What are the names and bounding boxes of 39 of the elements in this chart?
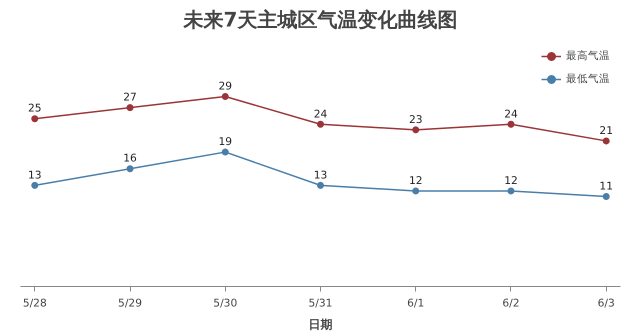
- x-tick-label: 5/30: [213, 296, 238, 310]
- data-label: 23: [408, 112, 423, 126]
- x-tick-label: 5/28: [22, 296, 47, 310]
- point: [31, 182, 38, 189]
- point: [126, 165, 134, 172]
- point: [31, 115, 38, 122]
- x-tick-label: 6/1: [407, 296, 424, 310]
- data-label: 27: [123, 90, 137, 104]
- data-label: 12: [408, 174, 423, 187]
- data-label: 16: [123, 152, 138, 165]
- point: [126, 104, 134, 112]
- point: [412, 187, 420, 194]
- point: [317, 182, 324, 189]
- point: [317, 120, 324, 128]
- data-label: 13: [28, 168, 42, 182]
- x-tick-label: 6/3: [598, 296, 615, 310]
- point: [507, 187, 514, 194]
- x-tick-label: 6/2: [502, 296, 520, 310]
- data-label: 12: [504, 174, 518, 187]
- data-label: 13: [314, 168, 328, 182]
- data-label: 19: [218, 135, 232, 148]
- point: [222, 93, 229, 100]
- data-label: 24: [504, 107, 518, 120]
- data-label: 25: [28, 102, 42, 115]
- point: [412, 126, 420, 134]
- data-label: 11: [599, 180, 613, 192]
- data-label: 29: [218, 80, 232, 92]
- point: [602, 137, 610, 144]
- x-axis-title: 日期: [308, 318, 332, 332]
- x-tick-label: 5/29: [118, 296, 142, 310]
- legend-label: 最高气温: [566, 49, 610, 63]
- point: [507, 120, 514, 128]
- x-tick-label: 5/31: [308, 296, 332, 310]
- data-label: 21: [599, 124, 613, 137]
- data-label: 24: [314, 107, 328, 120]
- legend-label: 最低气温: [566, 72, 610, 86]
- point: [222, 148, 229, 156]
- point: [602, 193, 610, 200]
- chart-title: 未来7天主城区气温变化曲线图: [182, 8, 458, 32]
